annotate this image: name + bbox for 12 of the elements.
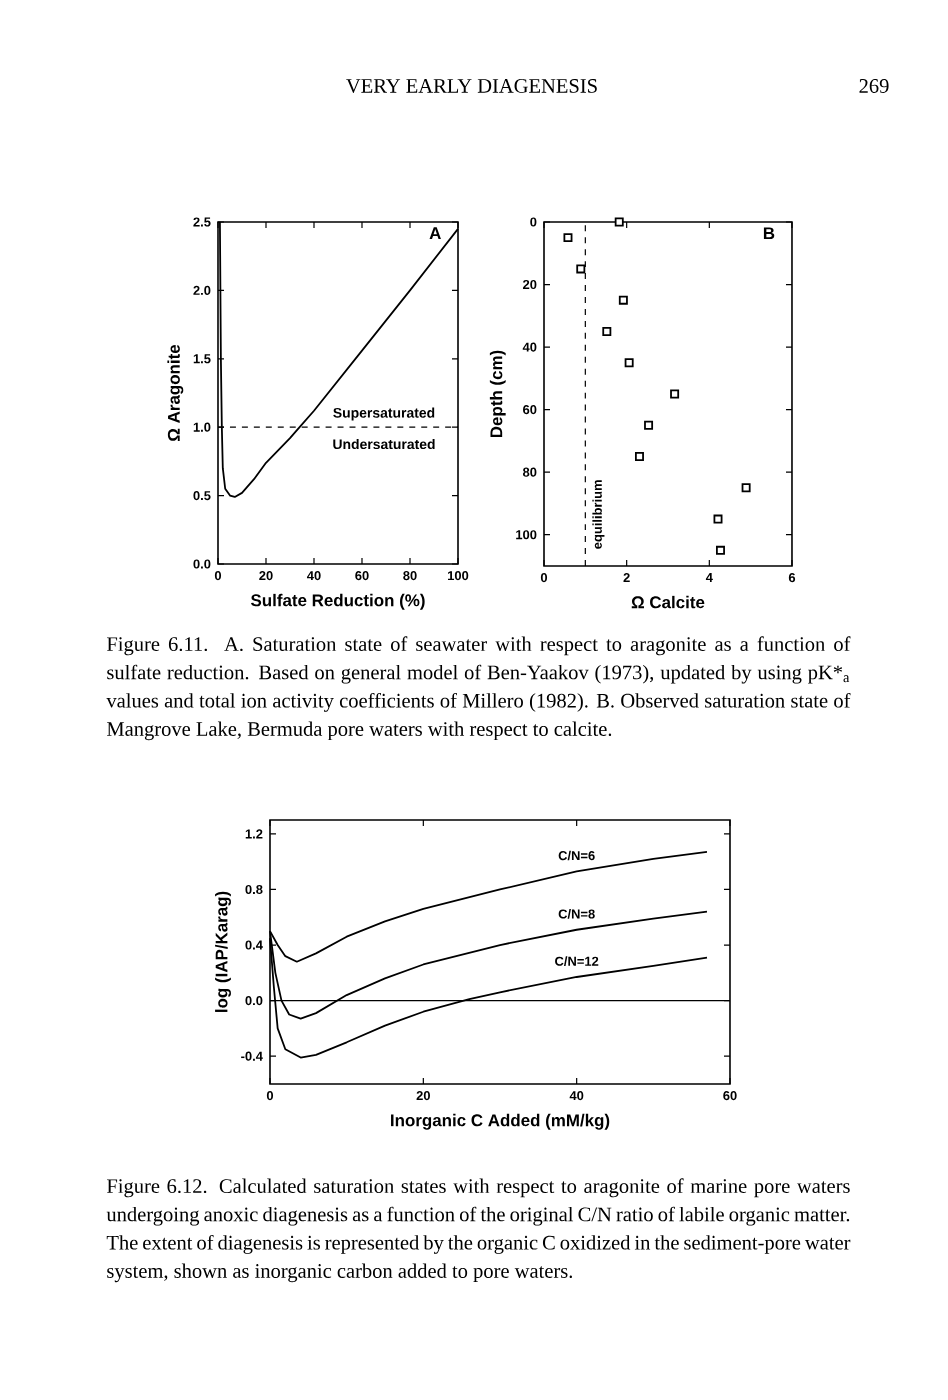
caption: Figure 6.11. A. Saturation state of seawater with respect to aragonite as a function of sulfate reduction. Based on general model of Ben-Yaakov (1973), updated by using pK*$_{a}$ values and total ion activity coefficients of Millero (1982). B. Observed saturation state of Mangrove Lake, Bermuda pore waters with respect to calcite. (106, 636, 851, 741)
x-axis-title: Sulfate Reduction (%) (250, 593, 425, 610)
chart-title: A (429, 227, 441, 239)
caption: Figure 6.12. Calculated saturation states with respect to aragonite of marine pore waters undergoing anoxic diagenesis as a function of the original C/N ratio of labile organic matter. The extent of diagenesis is represented by the organic C oxidized in the sediment-pore water system, shown as inorganic carbon added to pore waters. (106, 1178, 851, 1283)
text: VERY EARLY DIAGENESIS (346, 79, 597, 93)
text: 269 (859, 79, 889, 93)
chart-title: B (763, 227, 775, 240)
y-axis-title: Depth (cm) (489, 350, 506, 438)
x-axis-title: Inorganic C Added (mM/kg) (391, 1113, 610, 1130)
y-axis-title: Ω Aragonite (167, 344, 184, 441)
y-axis-title: log (IAP/Karag) (215, 891, 231, 1012)
x-axis-title: Ω Calcite (631, 595, 705, 609)
